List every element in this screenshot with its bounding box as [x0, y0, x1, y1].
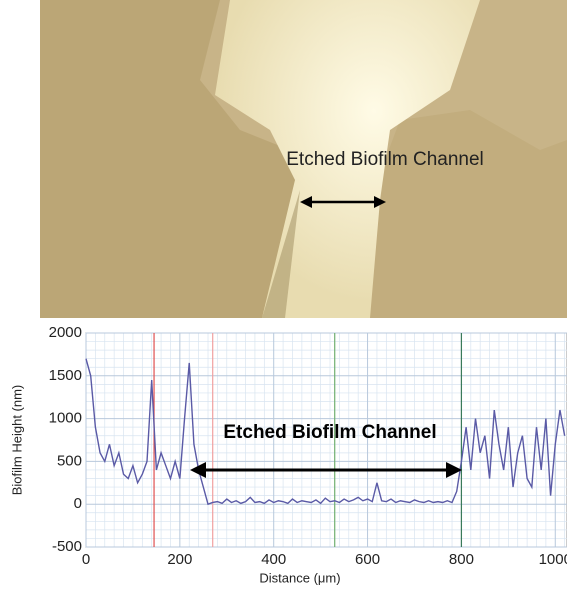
y-tick-label: 1000 [49, 410, 82, 427]
x-tick-label: 200 [167, 551, 192, 568]
x-axis-label: Distance (μm) [259, 570, 340, 585]
x-tick-label: 400 [261, 551, 286, 568]
y-tick-label: 500 [57, 452, 82, 469]
y-axis-label: Biofilm Height (nm) [9, 385, 24, 496]
photo: Etched Biofilm Channel [40, 0, 567, 318]
figure: Etched Biofilm Channel Etched Biofilm Ch… [0, 0, 567, 587]
y-tick-label: -500 [52, 538, 82, 555]
chart-annotation: Etched Biofilm Channel [223, 422, 436, 443]
x-tick-label: 600 [355, 551, 380, 568]
photo-annotation: Etched Biofilm Channel [286, 149, 484, 170]
x-tick-label: 0 [82, 551, 90, 568]
x-tick-label: 800 [449, 551, 474, 568]
x-tick-label: 1000 [539, 551, 567, 568]
y-tick-label: 0 [74, 495, 82, 512]
page: Etched Biofilm Channel Etched Biofilm Ch… [0, 0, 567, 587]
y-tick-label: 1500 [49, 367, 82, 384]
y-tick-label: 2000 [49, 324, 82, 341]
